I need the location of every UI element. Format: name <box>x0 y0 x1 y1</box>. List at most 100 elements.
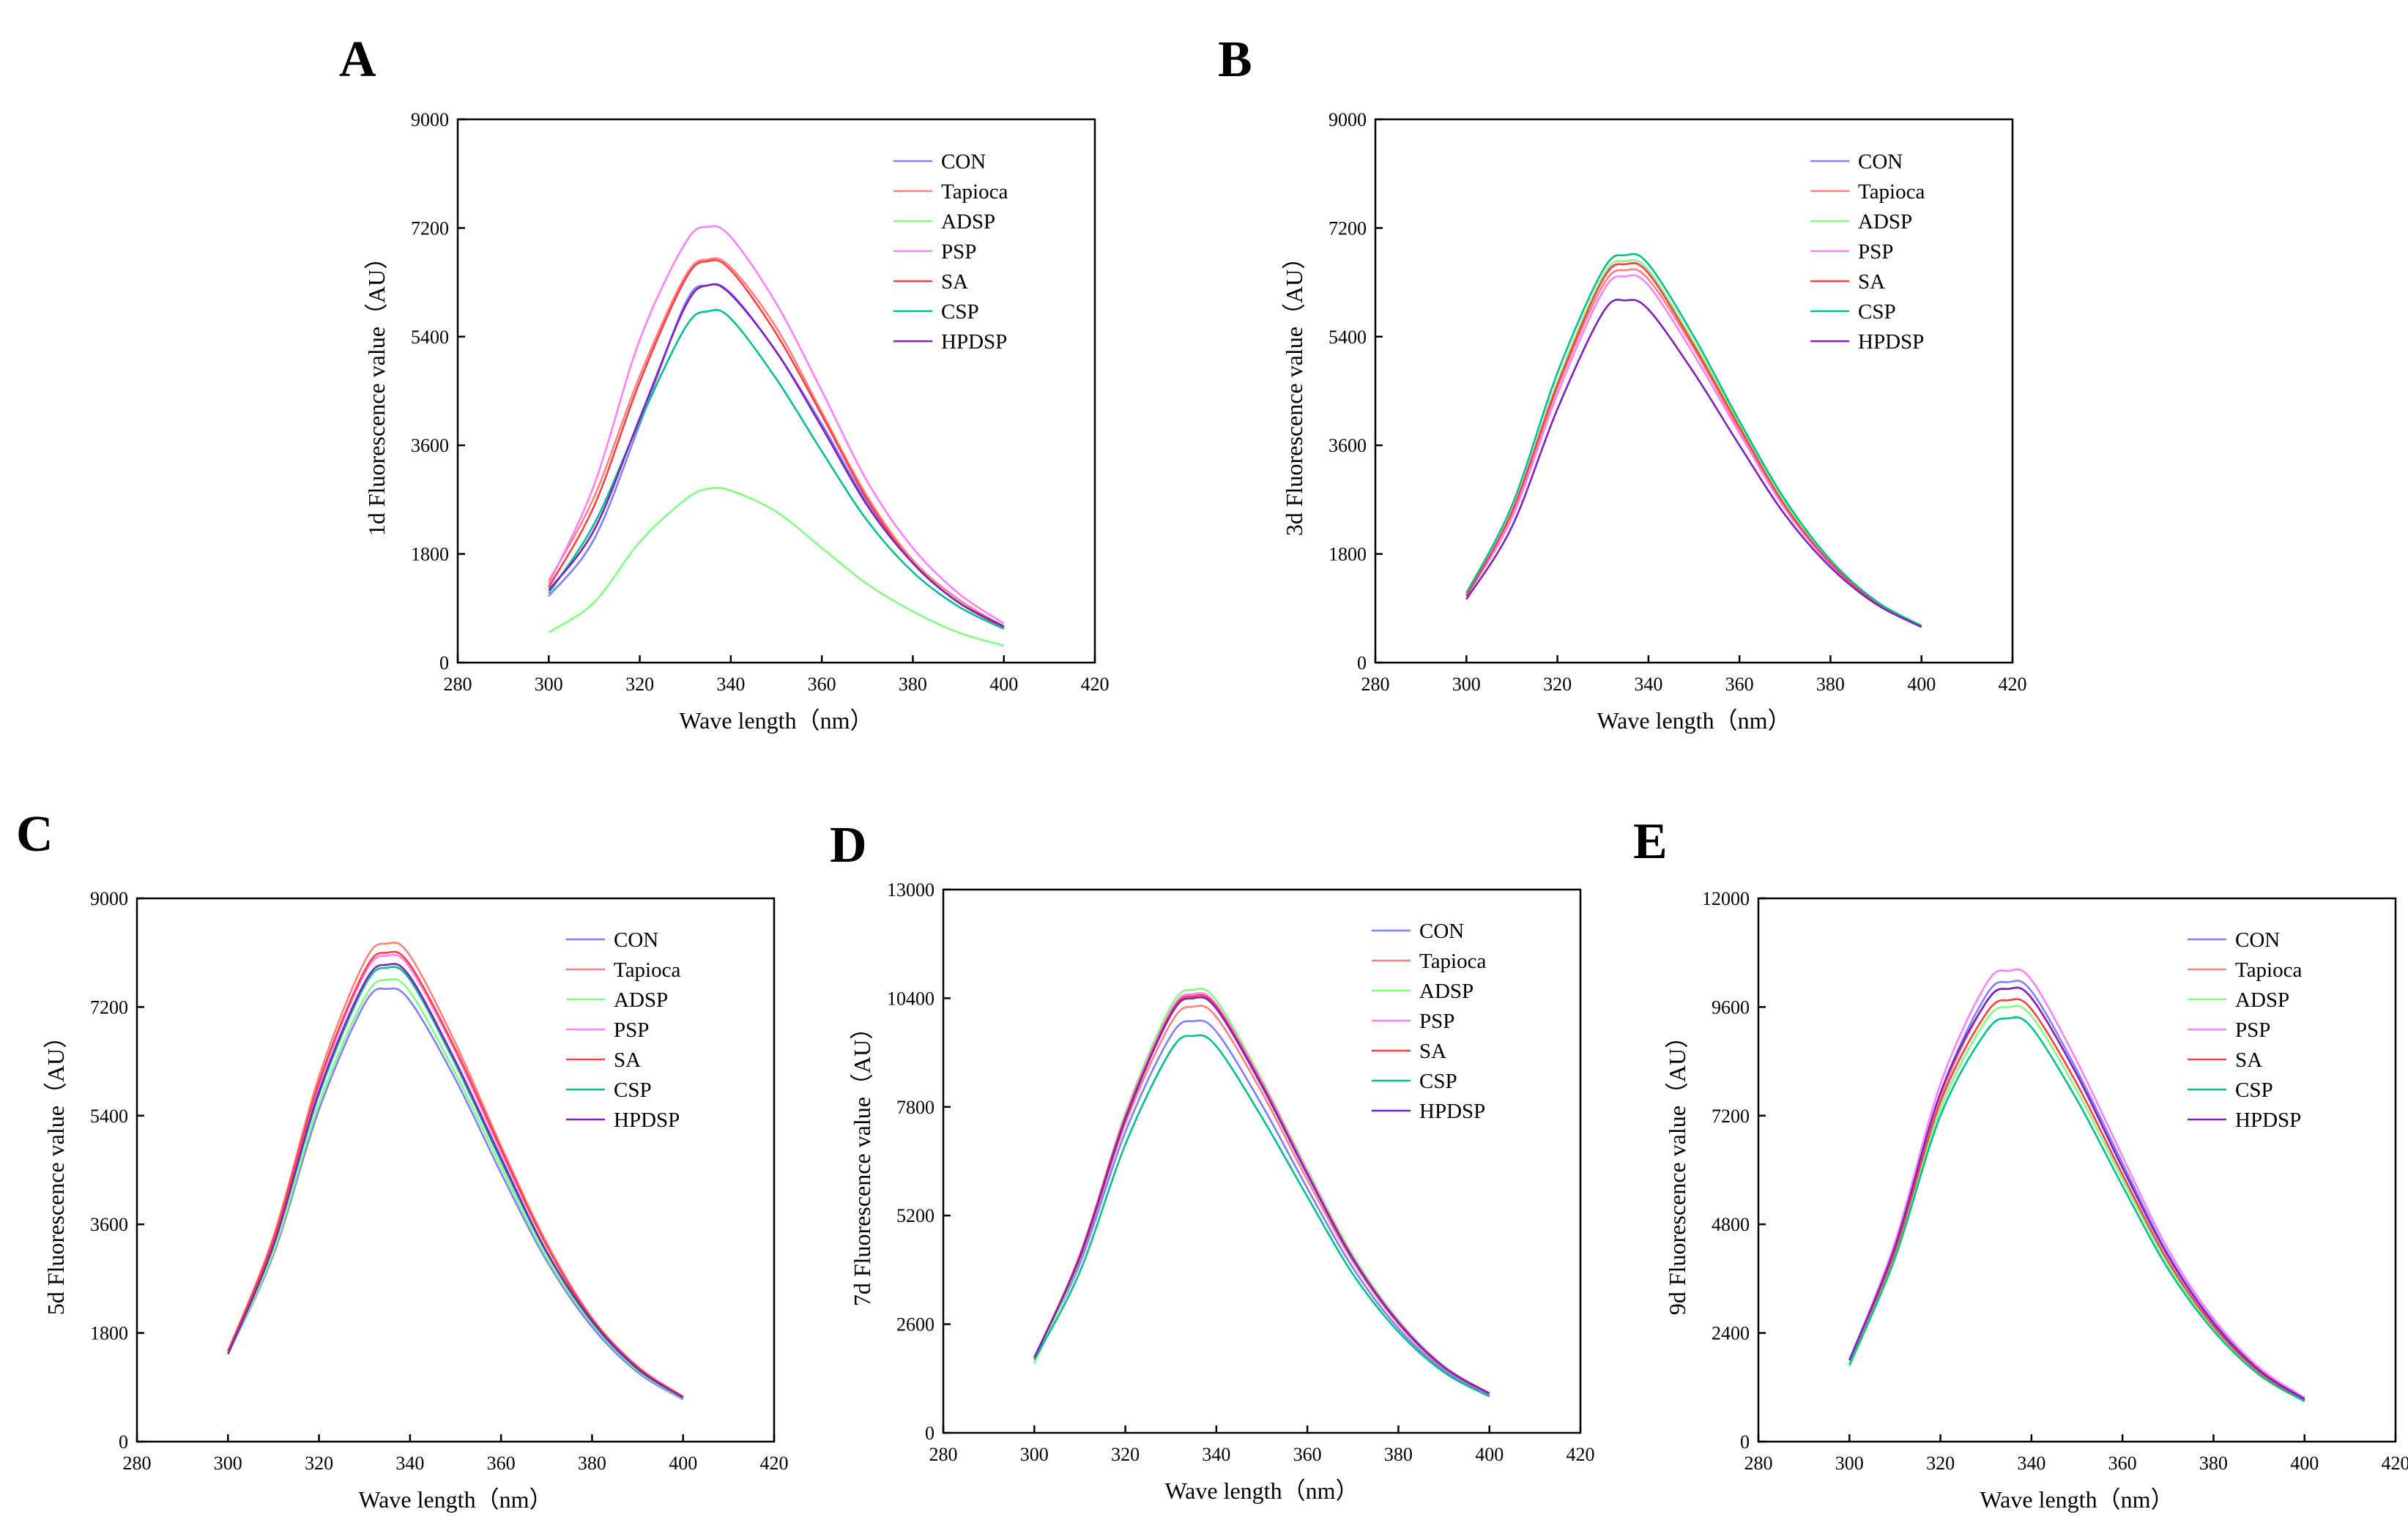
legend-label: HPDSP <box>2235 1108 2301 1132</box>
series-line-sa <box>1848 998 2305 1401</box>
series-line-con <box>1033 1019 1490 1396</box>
series-line-sa <box>227 950 684 1398</box>
x-tick-label: 420 <box>1081 674 1110 695</box>
panel-letter: B <box>1218 31 1252 88</box>
x-tick-label: 400 <box>1907 674 1936 695</box>
y-tick-label: 9600 <box>1712 996 1750 1018</box>
x-tick-label: 300 <box>535 674 563 695</box>
legend-label: SA <box>614 1048 641 1072</box>
x-tick-label: 380 <box>1816 674 1845 695</box>
series-line-adsp <box>227 977 684 1399</box>
legend-label: SA <box>2235 1048 2262 1072</box>
series-line-csp <box>1848 1016 2305 1403</box>
y-tick-label: 9000 <box>411 109 449 130</box>
legend-label: PSP <box>1419 1010 1454 1033</box>
y-axis-label: 1d Fluorescence value（AU） <box>363 246 390 536</box>
series-line-hpdsp <box>1848 986 2305 1400</box>
series-line-adsp <box>1848 1005 2305 1402</box>
x-tick-label: 300 <box>1835 1453 1864 1474</box>
chart-panel-b: B 280 300 320 340 360 380 400 420 0 1800 3600 5400 72… <box>1218 31 2027 734</box>
legend-label: Tapioca <box>2235 958 2302 982</box>
y-tick-label: 4800 <box>1712 1214 1750 1235</box>
legend: CON Tapioca ADSP PSP SA CSP HPDSP <box>1810 150 1925 354</box>
x-tick-label: 380 <box>1384 1444 1413 1465</box>
legend: CON Tapioca ADSP PSP SA CSP HPDSP <box>1372 920 1486 1123</box>
series-line-hpdsp <box>227 963 684 1398</box>
x-axis-label: Wave length（nm） <box>359 1486 553 1513</box>
legend-label: CSP <box>2235 1078 2273 1102</box>
legend-label: Tapioca <box>1858 180 1925 204</box>
series-line-tapioca <box>548 257 1005 627</box>
series-line-hpdsp <box>1465 299 1922 628</box>
legend-label: CSP <box>1419 1070 1457 1093</box>
x-tick-label: 340 <box>1634 674 1662 695</box>
x-axis-label: Wave length（nm） <box>1165 1477 1359 1504</box>
panel-letter: D <box>830 817 867 873</box>
legend-label: ADSP <box>2235 988 2289 1012</box>
x-tick-label: 380 <box>2199 1453 2228 1474</box>
y-tick-label: 13000 <box>887 879 934 901</box>
legend-label: CSP <box>1858 300 1896 324</box>
x-tick-label: 280 <box>444 674 472 695</box>
series-line-psp <box>548 225 1005 625</box>
series-line-sa <box>1465 261 1922 627</box>
x-tick-label: 340 <box>2017 1453 2045 1474</box>
y-tick-label: 3600 <box>90 1214 128 1235</box>
series-line-psp <box>1465 274 1922 628</box>
chart-panel-a: A 280 300 320 340 360 380 400 420 0 1800 3600 5400 72… <box>339 31 1110 734</box>
legend-label: Tapioca <box>941 180 1008 204</box>
legend-label: PSP <box>1858 240 1893 264</box>
x-axis-label: Wave length（nm） <box>1980 1486 2174 1513</box>
y-axis-label: 7d Fluorescence value（AU） <box>849 1016 875 1306</box>
panel-letter: C <box>16 806 53 862</box>
y-tick-label: 7800 <box>896 1097 934 1118</box>
x-tick-label: 420 <box>1567 1444 1595 1465</box>
x-tick-label: 420 <box>1999 674 2027 695</box>
x-tick-label: 420 <box>2382 1453 2408 1474</box>
series-line-psp <box>1848 968 2305 1399</box>
x-tick-label: 400 <box>1475 1444 1504 1465</box>
panel-letter: A <box>339 31 376 88</box>
legend-label: CON <box>614 928 658 952</box>
y-tick-label: 12000 <box>1702 888 1750 909</box>
plot-frame <box>942 888 1582 1434</box>
x-tick-label: 380 <box>899 674 927 695</box>
x-tick-label: 300 <box>214 1453 242 1474</box>
y-tick-label: 0 <box>925 1423 934 1444</box>
series-line-con <box>1848 980 2305 1400</box>
y-axis-label: 3d Fluorescence value（AU） <box>1281 246 1307 536</box>
x-tick-label: 340 <box>716 674 745 695</box>
x-tick-label: 280 <box>929 1444 958 1465</box>
series-line-csp <box>1033 1034 1490 1398</box>
legend-label: CON <box>1419 920 1464 943</box>
series-line-csp <box>1465 253 1922 627</box>
legend-label: CSP <box>941 300 979 324</box>
series-line-adsp <box>548 486 1005 647</box>
x-tick-label: 360 <box>1293 1444 1322 1465</box>
y-axis-label: 9d Fluorescence value（AU） <box>1664 1025 1690 1315</box>
x-axis-label: Wave length（nm） <box>1597 707 1791 734</box>
x-tick-label: 360 <box>808 674 836 695</box>
chart-panel-e: E 280 300 320 340 360 380 400 420 0 2400 4800 7200 96… <box>1633 813 2408 1513</box>
y-tick-label: 5400 <box>1329 327 1367 348</box>
legend-label: PSP <box>2235 1018 2270 1042</box>
y-tick-label: 9000 <box>90 888 128 909</box>
y-tick-label: 3600 <box>1329 435 1367 456</box>
legend-label: CSP <box>614 1078 652 1102</box>
y-tick-label: 0 <box>1740 1431 1750 1453</box>
legend-label: PSP <box>614 1018 649 1042</box>
x-tick-label: 360 <box>2108 1453 2137 1474</box>
x-tick-label: 360 <box>1725 674 1754 695</box>
y-tick-label: 5400 <box>90 1106 128 1127</box>
series-line-con <box>227 987 684 1401</box>
y-tick-label: 1800 <box>411 544 449 565</box>
x-tick-label: 360 <box>487 1453 516 1474</box>
legend-label: HPDSP <box>614 1108 680 1132</box>
x-tick-label: 380 <box>578 1453 606 1474</box>
series-line-con <box>1465 261 1922 627</box>
y-tick-label: 7200 <box>1329 217 1367 239</box>
legend-label: SA <box>1419 1040 1446 1063</box>
chart-panel-d: D 280 300 320 340 360 380 400 420 0 2600 5200 7800 10… <box>830 817 1595 1504</box>
legend-label: CON <box>941 150 986 174</box>
x-tick-label: 300 <box>1020 1444 1049 1465</box>
